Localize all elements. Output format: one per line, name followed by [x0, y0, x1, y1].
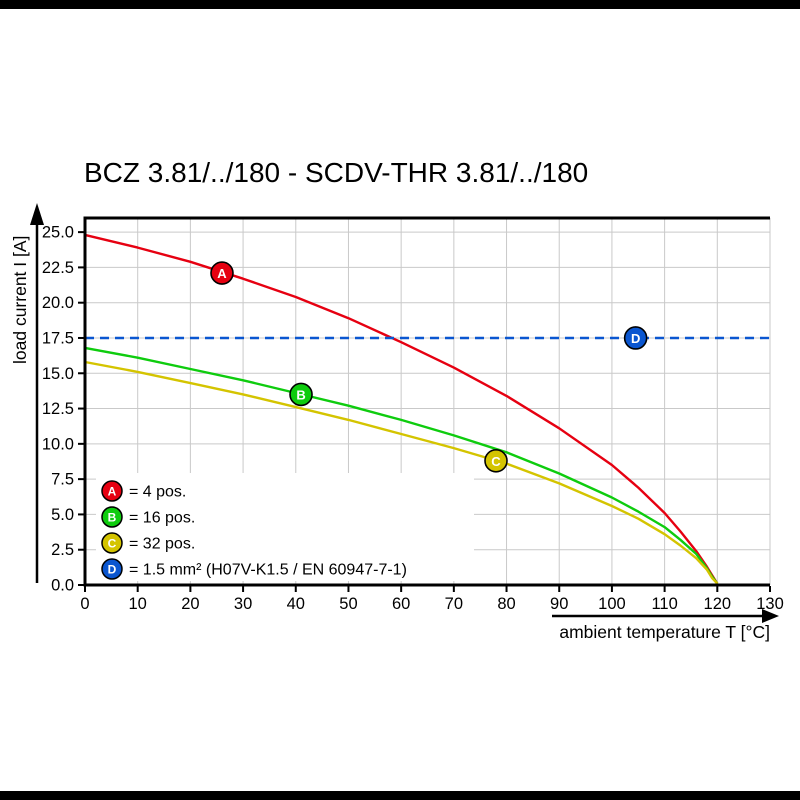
- y-tick-label: 5.0: [51, 506, 74, 524]
- x-axis-label: ambient temperature T [°C]: [559, 622, 770, 642]
- y-tick-label: 12.5: [42, 400, 74, 418]
- x-tick-label: 110: [651, 595, 677, 613]
- y-tick-label: 2.5: [51, 541, 74, 559]
- bottom-border-bar: [0, 791, 800, 800]
- y-tick-label: 22.5: [42, 259, 74, 277]
- y-tick-label: 25.0: [42, 224, 74, 242]
- legend-label-B: = 16 pos.: [129, 510, 195, 527]
- y-axis-arrowhead: [30, 203, 44, 225]
- x-tick-label: 30: [234, 595, 252, 613]
- x-tick-label: 20: [181, 595, 199, 613]
- curve-marker-letter-D: D: [631, 331, 640, 346]
- legend-marker-C: [101, 532, 123, 554]
- curve-C: [84, 360, 719, 585]
- curve-marker-letter-B: B: [296, 387, 305, 402]
- chart-title: BCZ 3.81/../180 - SCDV-THR 3.81/../180: [84, 157, 589, 188]
- y-tick-label: 10.0: [42, 435, 74, 453]
- legend-marker-B: [101, 506, 123, 528]
- x-tick-label: 80: [497, 595, 515, 613]
- y-tick-label: 7.5: [51, 471, 74, 489]
- legend-marker-A: [101, 480, 123, 502]
- legend-label-C: = 32 pos.: [129, 536, 195, 553]
- y-tick-label: 20.0: [42, 294, 74, 312]
- legend-background: [96, 473, 474, 581]
- x-axis-arrowhead: [762, 609, 779, 623]
- legend-marker-D: [101, 558, 123, 580]
- x-tick-label: 50: [339, 595, 357, 613]
- curve-marker-D: [623, 326, 648, 350]
- x-tick-label: 120: [704, 595, 732, 613]
- legend-label-D: = 1.5 mm² (H07V-K1.5 / EN 60947-7-1): [129, 562, 407, 579]
- curve-marker-B: [289, 382, 313, 407]
- curve-marker-C: [484, 448, 508, 473]
- curve-marker-A: [210, 261, 234, 285]
- legend-marker-letter-D: D: [108, 563, 117, 577]
- y-tick-label: 0.0: [51, 577, 74, 595]
- x-tick-label: 10: [129, 595, 147, 613]
- y-tick-label: 15.0: [42, 365, 74, 383]
- x-tick-label: 40: [287, 595, 305, 613]
- x-tick-label: 100: [598, 595, 626, 613]
- curve-marker-letter-A: A: [217, 266, 227, 281]
- x-tick-label: 70: [445, 595, 463, 613]
- x-tick-label: 130: [756, 595, 784, 613]
- x-tick-label: 90: [550, 595, 568, 613]
- x-tick-label: 0: [80, 595, 89, 613]
- curve-B: [84, 346, 719, 585]
- legend-marker-letter-C: C: [108, 537, 117, 551]
- curve-A: [84, 233, 719, 585]
- legend-marker-letter-B: B: [108, 511, 117, 525]
- curve-marker-letter-C: C: [491, 454, 501, 469]
- y-tick-label: 17.5: [42, 329, 74, 347]
- legend-label-A: = 4 pos.: [129, 484, 186, 501]
- top-border-bar: [0, 0, 800, 9]
- legend-marker-letter-A: A: [108, 485, 117, 499]
- x-tick-label: 60: [392, 595, 410, 613]
